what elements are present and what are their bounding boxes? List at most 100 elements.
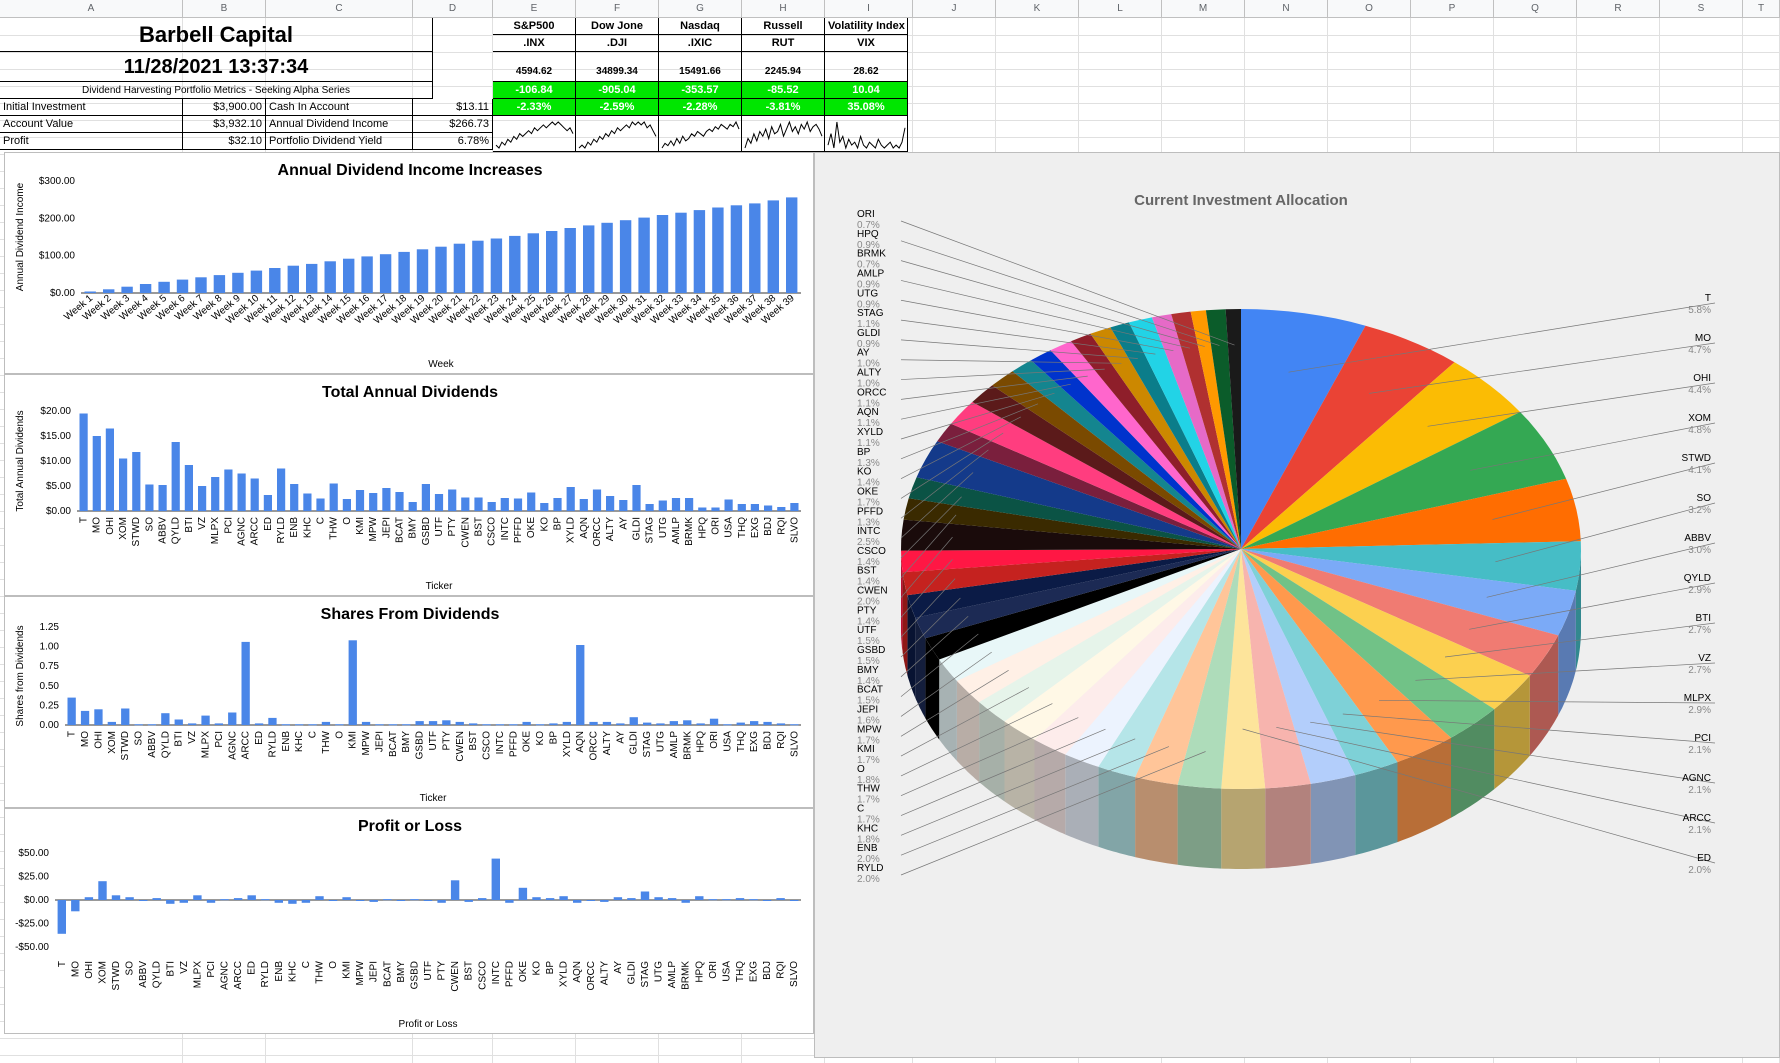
index-cell[interactable]: 15491.66 bbox=[659, 52, 742, 82]
slice-percent: 1.0% bbox=[857, 359, 880, 370]
slice-percent: 2.0% bbox=[857, 854, 880, 865]
sparkline-path bbox=[578, 121, 657, 149]
metric-cell[interactable]: $13.11 bbox=[413, 99, 493, 116]
metric-cell[interactable]: Cash In Account bbox=[266, 99, 413, 116]
column-header[interactable]: C bbox=[266, 0, 413, 18]
column-header[interactable]: K bbox=[996, 0, 1079, 18]
leader-line bbox=[900, 687, 1030, 757]
index-cell[interactable]: 28.62 bbox=[825, 52, 908, 82]
sparkline[interactable] bbox=[493, 116, 576, 152]
profit-loss-chart[interactable]: Profit or Loss -$50.00 -$25.00 $0.00 $25.00 $… bbox=[4, 808, 814, 1034]
pie-side bbox=[1451, 709, 1495, 818]
index-cell[interactable]: -2.28% bbox=[659, 99, 742, 116]
index-cell[interactable]: S&P500 bbox=[493, 18, 576, 35]
column-header[interactable]: S bbox=[1660, 0, 1743, 18]
slice-percent: 4.7% bbox=[1688, 345, 1711, 356]
metric-cell[interactable]: $266.73 bbox=[413, 116, 493, 133]
slice-percent: 0.9% bbox=[857, 339, 880, 350]
index-cell[interactable]: Nasdaq bbox=[659, 18, 742, 35]
index-cell[interactable]: -905.04 bbox=[576, 82, 659, 99]
x-tick-label: RYLD bbox=[267, 731, 278, 758]
column-header[interactable]: O bbox=[1328, 0, 1411, 18]
column-header[interactable]: M bbox=[1162, 0, 1245, 18]
metric-cell[interactable]: Initial Investment bbox=[0, 99, 183, 116]
index-cell[interactable]: VIX bbox=[825, 35, 908, 52]
x-tick-label: ALTY bbox=[599, 961, 610, 986]
index-cell[interactable]: -85.52 bbox=[742, 82, 825, 99]
sparkline[interactable] bbox=[825, 116, 908, 152]
index-cell[interactable]: -353.57 bbox=[659, 82, 742, 99]
index-cell[interactable]: .DJI bbox=[576, 35, 659, 52]
column-header[interactable]: J bbox=[913, 0, 996, 18]
sparkline[interactable] bbox=[576, 116, 659, 152]
series-label-cell[interactable]: Dividend Harvesting Portfolio Metrics - … bbox=[0, 82, 433, 99]
bar bbox=[645, 504, 654, 511]
metric-cell[interactable]: $32.10 bbox=[183, 133, 266, 150]
x-tick-label: ED bbox=[247, 961, 258, 975]
index-cell[interactable]: -2.59% bbox=[576, 99, 659, 116]
bar bbox=[532, 897, 541, 900]
dividend-income-chart[interactable]: Annual Dividend Income Increases $0.00 $10… bbox=[4, 152, 814, 374]
bar bbox=[369, 493, 378, 511]
index-cell[interactable]: Volatility Index bbox=[825, 18, 908, 35]
index-cell[interactable]: 2245.94 bbox=[742, 52, 825, 82]
column-header[interactable]: P bbox=[1411, 0, 1494, 18]
column-header[interactable]: R bbox=[1577, 0, 1660, 18]
bar bbox=[712, 207, 724, 293]
y-tick-label: 1.00 bbox=[40, 642, 60, 653]
leader-line bbox=[900, 403, 1039, 460]
column-header[interactable]: D bbox=[413, 0, 493, 18]
index-cell[interactable]: 4594.62 bbox=[493, 52, 576, 82]
slice-percent: 1.8% bbox=[857, 775, 880, 786]
column-header[interactable]: T bbox=[1743, 0, 1780, 18]
total-dividends-chart[interactable]: Total Annual Dividends $0.00 $5.00 $10.00 $1… bbox=[4, 374, 814, 596]
pie-side bbox=[1065, 754, 1099, 847]
column-header[interactable]: A bbox=[0, 0, 183, 18]
index-cell[interactable]: .INX bbox=[493, 35, 576, 52]
y-axis-label: Total Annual Dividends bbox=[15, 410, 26, 511]
index-cell[interactable]: -3.81% bbox=[742, 99, 825, 116]
index-cell[interactable]: .IXIC bbox=[659, 35, 742, 52]
index-cell[interactable]: 10.04 bbox=[825, 82, 908, 99]
bar bbox=[306, 263, 318, 293]
column-header[interactable]: B bbox=[183, 0, 266, 18]
chart-title: Current Investment Allocation bbox=[1134, 192, 1348, 209]
column-header[interactable]: F bbox=[576, 0, 659, 18]
sparkline[interactable] bbox=[742, 116, 825, 152]
index-cell[interactable]: Russell bbox=[742, 18, 825, 35]
metric-cell[interactable]: Portfolio Dividend Yield bbox=[266, 133, 413, 150]
metric-cell[interactable]: 6.78% bbox=[413, 133, 493, 150]
metric-cell[interactable]: Account Value bbox=[0, 116, 183, 133]
column-header[interactable]: G bbox=[659, 0, 742, 18]
bar bbox=[396, 900, 406, 901]
x-tick-label: KMI bbox=[355, 517, 366, 535]
bar bbox=[777, 507, 786, 511]
metric-cell[interactable]: $3,900.00 bbox=[183, 99, 266, 116]
shares-from-dividends-chart[interactable]: Shares From Dividends 0.00 0.25 0.50 0.75 1.0… bbox=[4, 596, 814, 808]
column-header[interactable]: I bbox=[825, 0, 913, 18]
index-cell[interactable]: RUT bbox=[742, 35, 825, 52]
slice-label: JEPI bbox=[857, 704, 878, 715]
index-cell[interactable]: Dow Jone bbox=[576, 18, 659, 35]
column-header[interactable]: Q bbox=[1494, 0, 1577, 18]
bar bbox=[613, 897, 623, 900]
column-header[interactable]: E bbox=[493, 0, 576, 18]
sparkline[interactable] bbox=[659, 116, 742, 152]
slice-label: ABBV bbox=[1684, 533, 1711, 544]
metric-cell[interactable]: Profit bbox=[0, 133, 183, 150]
column-header[interactable]: H bbox=[742, 0, 825, 18]
bar bbox=[730, 205, 743, 293]
timestamp-cell[interactable]: 11/28/2021 13:37:34 bbox=[0, 52, 433, 82]
index-cell[interactable]: -106.84 bbox=[493, 82, 576, 99]
metric-cell[interactable]: Annual Dividend Income bbox=[266, 116, 413, 133]
index-cell[interactable]: 34899.34 bbox=[576, 52, 659, 82]
metric-cell[interactable]: $3,932.10 bbox=[183, 116, 266, 133]
bar bbox=[722, 899, 731, 901]
bar bbox=[464, 900, 473, 902]
company-title[interactable]: Barbell Capital bbox=[0, 18, 433, 52]
index-cell[interactable]: -2.33% bbox=[493, 99, 576, 116]
column-header[interactable]: L bbox=[1079, 0, 1162, 18]
index-cell[interactable]: 35.08% bbox=[825, 99, 908, 116]
column-header[interactable]: N bbox=[1245, 0, 1328, 18]
investment-allocation-chart[interactable]: Current Investment Allocation T 5.8% MO 4.7%… bbox=[814, 152, 1780, 1058]
